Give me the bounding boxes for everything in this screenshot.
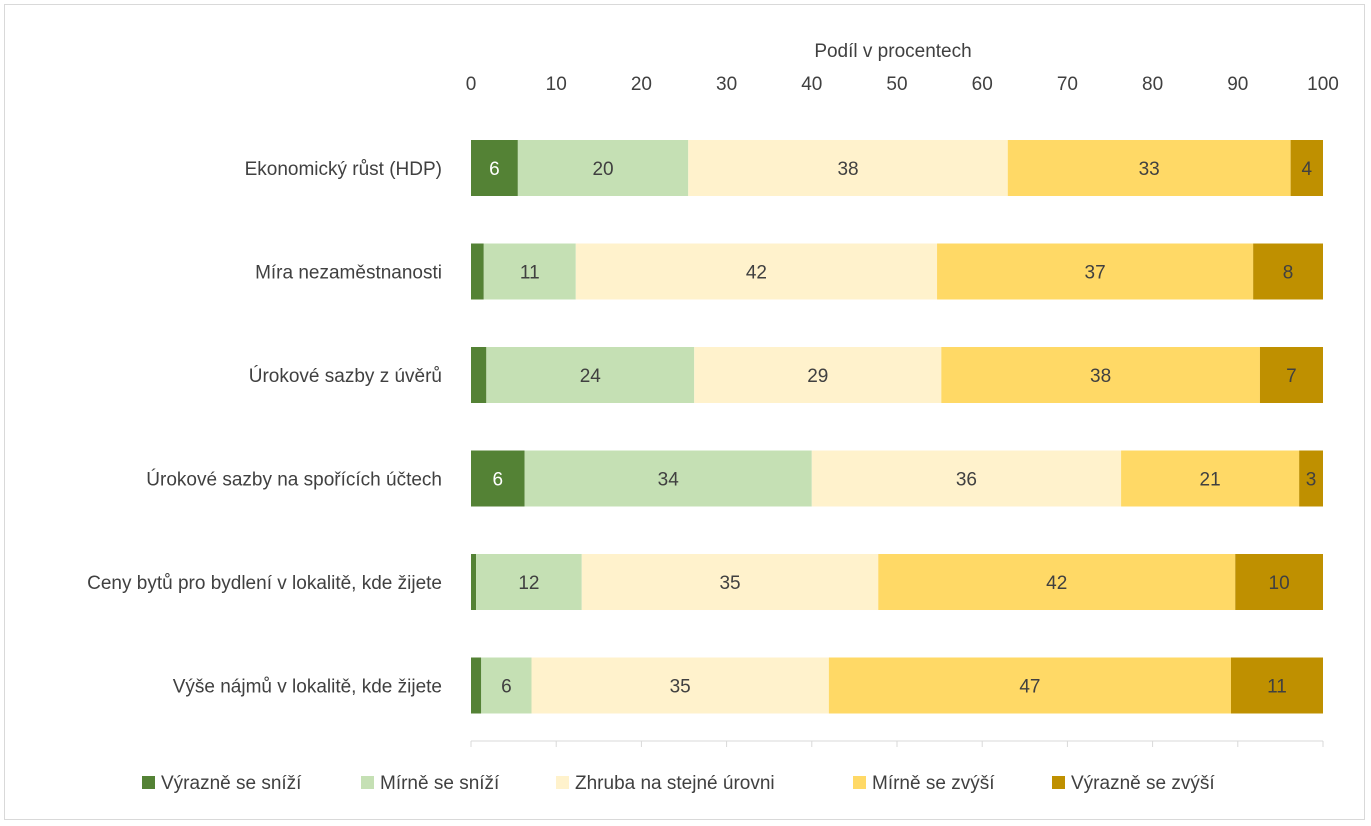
bar-segment <box>581 554 879 610</box>
category-label: Výše nájmů v lokalitě, kde žijete <box>173 677 442 698</box>
x-tick-label: 80 <box>1142 74 1163 95</box>
x-tick-label: 20 <box>631 74 652 95</box>
data-label: 10 <box>1269 573 1290 594</box>
legend-label: Výrazně se sníží <box>161 773 302 794</box>
bar-segment <box>471 554 477 610</box>
x-axis-ticks: 0 10 20 30 40 50 60 70 80 90 100 <box>466 74 1339 95</box>
bar-segment <box>1259 347 1323 403</box>
data-label: 38 <box>1090 366 1111 387</box>
x-tick-label: 30 <box>716 74 737 95</box>
x-tick-label: 100 <box>1307 74 1339 95</box>
bar-segment <box>694 347 942 403</box>
bar-segment <box>688 140 1008 196</box>
data-label: 35 <box>670 677 691 698</box>
x-axis-line <box>470 740 1324 747</box>
data-label: 6 <box>489 159 500 180</box>
x-tick-label: 0 <box>466 74 477 95</box>
x-tick-label: 70 <box>1057 74 1078 95</box>
data-label: 33 <box>1139 159 1160 180</box>
legend-label: Mírně se sníží <box>380 773 500 794</box>
bar-segment <box>1235 554 1323 610</box>
category-label: Ceny bytů pro bydlení v lokalitě, kde ži… <box>87 573 442 594</box>
data-label: 6 <box>501 677 512 698</box>
x-tick-label: 10 <box>546 74 567 95</box>
bar-segment <box>1299 450 1323 507</box>
data-label: 7 <box>1286 366 1297 387</box>
bar-segment <box>878 554 1236 610</box>
legend-swatch <box>142 776 155 789</box>
data-label: 38 <box>837 159 858 180</box>
data-label: 24 <box>580 366 602 387</box>
bar-segment <box>575 243 938 300</box>
bar-segment <box>1230 657 1323 714</box>
data-label: 11 <box>1267 677 1287 698</box>
bar-segment <box>471 243 484 300</box>
data-label: 42 <box>746 263 767 284</box>
category-label: Úrokové sazby na spořících účtech <box>146 469 442 491</box>
x-tick-label: 90 <box>1227 74 1248 95</box>
data-label: 42 <box>1046 573 1067 594</box>
bar-segment <box>481 657 532 714</box>
bar-segment <box>471 140 518 196</box>
bar-segment <box>828 657 1231 714</box>
bar-segment <box>524 450 812 507</box>
bar-segment <box>941 347 1260 403</box>
bar-segment <box>486 347 695 403</box>
x-tick-label: 50 <box>886 74 907 95</box>
stacked-bar-chart: Podíl v procentech 0 10 20 30 40 50 60 70 80 90 10… <box>87 41 1339 794</box>
category-label: Úrokové sazby z úvěrů <box>249 365 442 387</box>
legend-label: Zhruba na stejné úrovni <box>575 773 775 794</box>
y-axis-labels: Ekonomický růst (HDP) Míra nezaměstnanost… <box>87 159 442 698</box>
bar-segment <box>531 657 829 714</box>
data-label: 37 <box>1085 263 1106 284</box>
x-tick-label: 40 <box>801 74 822 95</box>
data-label: 11 <box>520 263 540 284</box>
category-label: Ekonomický růst (HDP) <box>245 159 442 180</box>
legend-label: Mírně se zvýší <box>872 773 995 794</box>
legend-swatch <box>853 776 866 789</box>
bar-segment <box>471 657 482 714</box>
legend-swatch <box>361 776 374 789</box>
bar-segment <box>1253 243 1323 300</box>
data-label: 47 <box>1019 677 1040 698</box>
data-label: 3 <box>1306 470 1317 491</box>
data-label: 36 <box>956 470 977 491</box>
data-label: 12 <box>518 573 539 594</box>
bar-segment <box>483 243 576 300</box>
data-label: 6 <box>493 470 504 491</box>
bar-segment <box>517 140 689 196</box>
data-label: 34 <box>658 470 680 491</box>
data-label: 4 <box>1302 159 1313 180</box>
bar-segment <box>1121 450 1300 507</box>
bar-segment <box>811 450 1122 507</box>
legend-swatch <box>556 776 569 789</box>
data-label: 8 <box>1283 263 1294 284</box>
data-label: 35 <box>719 573 740 594</box>
chart-frame: Podíl v procentech 0 10 20 30 40 50 60 70 80 90 10… <box>4 4 1365 820</box>
legend-label: Výrazně se zvýší <box>1071 773 1215 794</box>
x-axis-title: Podíl v procentech <box>814 41 971 62</box>
bar-segment <box>1007 140 1291 196</box>
legend: Výrazně se sníží Mírně se sníží Zhruba na … <box>142 773 1215 794</box>
data-label: 29 <box>807 366 828 387</box>
data-label: 21 <box>1200 470 1221 491</box>
bar-segment <box>471 347 487 403</box>
legend-swatch <box>1052 776 1065 789</box>
bar-segment <box>471 450 525 507</box>
bars: 6 20 38 33 4 11 42 37 8 24 29 38 7 6 34 36 21 3 12 35 42 10 6 3… <box>471 140 1323 714</box>
bar-segment <box>937 243 1254 300</box>
data-label: 20 <box>592 159 613 180</box>
x-tick-label: 60 <box>972 74 993 95</box>
category-label: Míra nezaměstnanosti <box>255 263 442 284</box>
bar-segment <box>476 554 582 610</box>
bar-segment <box>1290 140 1323 196</box>
